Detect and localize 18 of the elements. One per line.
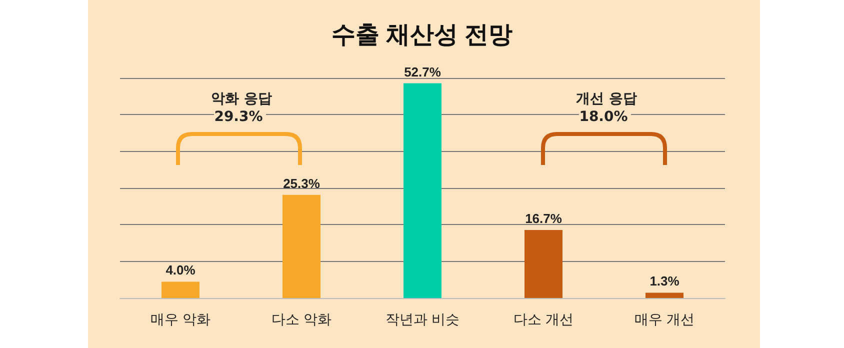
data-label: 4.0% [166, 262, 196, 278]
bar [646, 292, 684, 298]
bar [524, 230, 562, 298]
x-tick-label: 매우 개선 [634, 311, 694, 327]
data-label: 25.3% [283, 176, 320, 191]
annotation: 악화 응답 29.3% [208, 90, 272, 126]
data-label: 16.7% [525, 210, 562, 226]
annotation: 개선 응답 18.0% [573, 90, 637, 126]
x-tick-label: 작년과 비슷 [386, 311, 460, 327]
data-label: 1.3% [650, 274, 680, 289]
x-tick-label: 매우 악화 [150, 311, 210, 327]
bar [162, 282, 200, 298]
x-tick-label: 다소 악화 [272, 311, 332, 327]
bar [404, 83, 442, 298]
data-label: 52.7% [404, 64, 442, 80]
x-tick-label: 다소 개선 [514, 311, 574, 327]
chart-title: 수출 채산성 전망 [331, 22, 513, 48]
bar [282, 194, 320, 298]
